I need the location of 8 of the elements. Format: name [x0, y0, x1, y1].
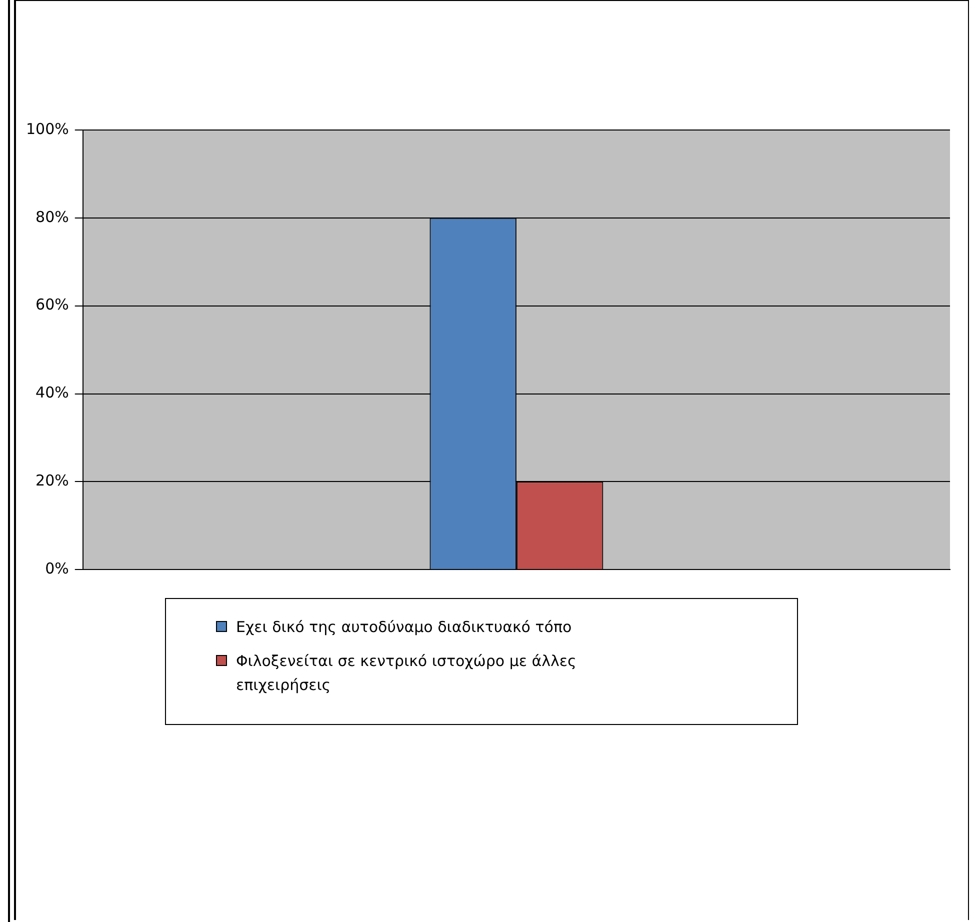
- y-tick-label: 100%: [26, 120, 69, 138]
- y-tick-label: 0%: [45, 559, 69, 578]
- y-tick-label: 40%: [36, 384, 69, 402]
- y-tick-label: 20%: [36, 472, 69, 490]
- y-tick-label: 80%: [36, 208, 69, 226]
- legend-label: Εχει δικό της αυτοδύναμο διαδικτυακό τόπο: [236, 618, 572, 636]
- y-tick-label: 60%: [36, 296, 69, 314]
- legend-label: Φιλοξενείται σε κεντρικό ιστοχώρο με άλλες επιχειρήσεις: [236, 652, 576, 694]
